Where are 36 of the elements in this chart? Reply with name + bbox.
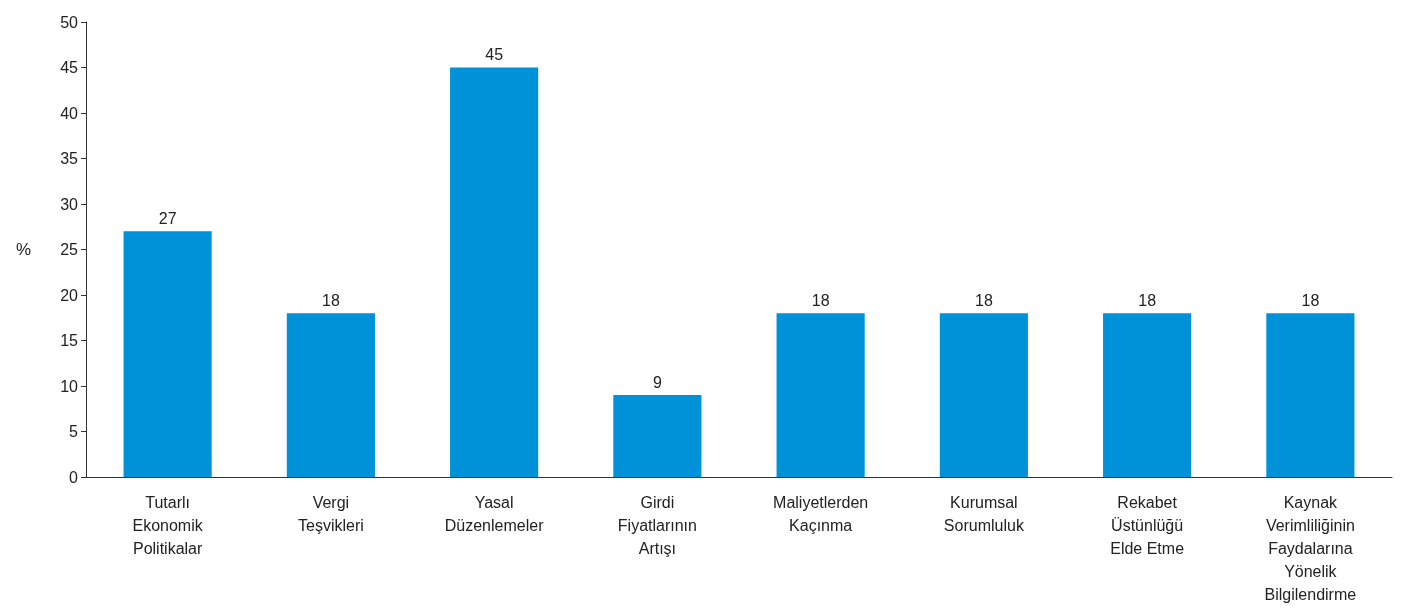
x-tick-label: Maliyetlerden Kaçınma — [773, 494, 869, 534]
bar — [1103, 313, 1192, 477]
data-label: 27 — [158, 209, 177, 227]
y-axis-title: % — [15, 240, 31, 259]
y-tick-label: 25 — [60, 241, 79, 258]
y-tick-label: 10 — [60, 377, 79, 395]
x-tick-label: Tutarlı Ekonomik Politikalar — [132, 494, 204, 557]
data-label: 45 — [485, 46, 504, 63]
data-label: 18 — [974, 291, 993, 309]
bar — [1266, 313, 1355, 477]
x-tick-label: Girdi Fiyatlarının Artışı — [617, 494, 697, 557]
x-tick-label: Kaynak Verimliliğinin Faydalarına Yönelik Bilgilendirme — [1264, 494, 1357, 603]
y-tick-label: 20 — [60, 286, 79, 304]
x-tick-label: Kurumsal Sorumluluk — [943, 494, 1025, 534]
data-label: 18 — [1138, 291, 1157, 309]
bar — [776, 313, 865, 477]
y-tick-label: 0 — [69, 468, 79, 486]
x-tick-label: Vergi Teşvikleri — [297, 494, 364, 534]
bar — [450, 67, 539, 477]
bar — [939, 313, 1028, 477]
y-tick-label: 45 — [60, 59, 79, 76]
bar — [613, 395, 702, 477]
x-tick-label: Rekabet Üstünlüğü Elde Etme — [1110, 494, 1185, 557]
data-label: 18 — [1301, 291, 1320, 309]
x-tick-label: Yasal Düzenlemeler — [444, 494, 545, 534]
y-tick-label: 40 — [60, 104, 79, 122]
y-tick-label: 35 — [60, 150, 79, 167]
bar — [123, 231, 212, 477]
y-tick-label: 5 — [69, 423, 79, 440]
bar — [286, 313, 375, 477]
y-tick-label: 30 — [60, 195, 79, 213]
data-label: 18 — [811, 291, 830, 309]
y-tick-label: 50 — [60, 13, 79, 31]
data-label: 9 — [652, 373, 662, 391]
data-label: 18 — [321, 291, 340, 309]
y-tick-label: 15 — [60, 332, 79, 349]
